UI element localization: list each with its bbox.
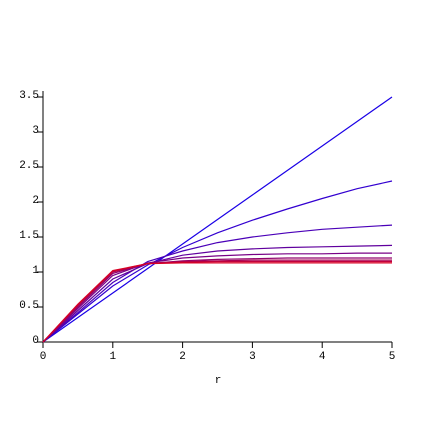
curve xyxy=(42,259,392,343)
y-tick-label: 2 xyxy=(32,195,39,207)
x-tick-label: 1 xyxy=(109,351,116,363)
x-tick-label: 3 xyxy=(249,351,256,363)
x-axis-label: r xyxy=(215,375,222,387)
y-tick-label: 1 xyxy=(32,265,39,277)
y-tick-label: 0 xyxy=(32,335,39,347)
curve xyxy=(42,224,393,343)
y-tick-label: 3 xyxy=(32,125,39,137)
curve xyxy=(42,260,392,343)
x-tick-label: 5 xyxy=(389,351,396,363)
curve xyxy=(42,244,393,343)
curve xyxy=(42,180,393,343)
curve xyxy=(42,262,392,343)
x-tick-label: 4 xyxy=(319,351,326,363)
y-tick-label: 0.5 xyxy=(19,300,39,312)
y-tick-label: 1.5 xyxy=(19,230,39,242)
x-tick-label: 2 xyxy=(179,351,186,363)
x-tick-label: 0 xyxy=(40,351,47,363)
y-tick-label: 2.5 xyxy=(19,160,39,172)
curve xyxy=(42,252,392,343)
curve xyxy=(42,96,393,343)
curve xyxy=(42,257,392,343)
y-tick-label: 3.5 xyxy=(19,90,39,102)
